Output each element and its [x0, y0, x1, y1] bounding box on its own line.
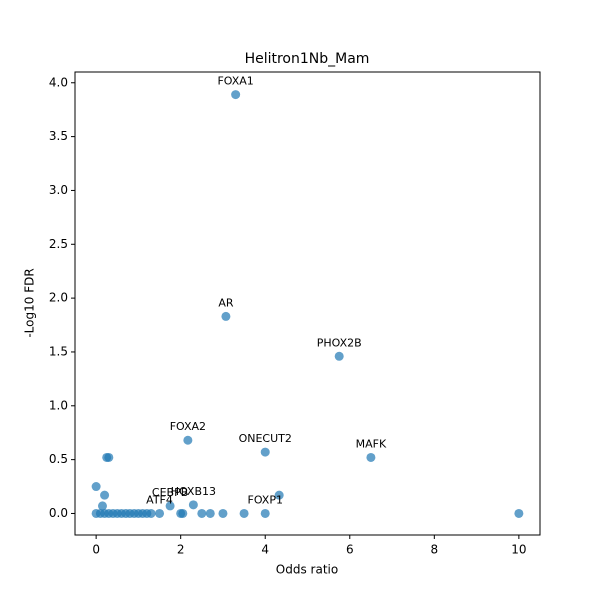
- y-tick-label: 3.0: [49, 183, 68, 197]
- point-label: FOXP1: [248, 493, 283, 506]
- point-label: ATF4: [146, 493, 173, 506]
- x-tick-label: 10: [511, 543, 526, 557]
- y-tick-label: 3.5: [49, 129, 68, 143]
- point: [274, 490, 284, 500]
- point: [197, 508, 207, 518]
- point: [260, 447, 270, 457]
- point: [334, 351, 344, 361]
- x-tick-label: 4: [261, 543, 269, 557]
- point-label: HOXB13: [171, 485, 216, 498]
- point: [100, 490, 110, 500]
- point-label: FOXA2: [170, 420, 206, 433]
- point: [104, 452, 114, 462]
- y-tick-label: 2.5: [49, 237, 68, 251]
- point: [155, 508, 165, 518]
- point-label: AR: [218, 296, 234, 309]
- chart-title: Helitron1Nb_Mam: [245, 51, 370, 67]
- y-tick-label: 0.5: [49, 452, 68, 466]
- point: [188, 500, 198, 510]
- point: [205, 508, 215, 518]
- point: [221, 311, 231, 321]
- point: [260, 508, 270, 518]
- y-tick-label: 2.0: [49, 291, 68, 305]
- point: [231, 90, 241, 100]
- x-tick-label: 0: [92, 543, 100, 557]
- point: [91, 482, 101, 492]
- x-tick-label: 8: [430, 543, 438, 557]
- plot-frame: [74, 71, 541, 536]
- x-axis-label: Odds ratio: [276, 563, 338, 577]
- y-tick-label: 1.5: [49, 344, 68, 358]
- point: [514, 508, 524, 518]
- point: [366, 452, 376, 462]
- y-tick-label: 4.0: [49, 75, 68, 89]
- y-tick-label: 1.0: [49, 398, 68, 412]
- point: [165, 501, 175, 511]
- point: [178, 508, 188, 518]
- point-label: PHOX2B: [317, 336, 362, 349]
- point: [239, 508, 249, 518]
- y-tick-label: 0.0: [49, 506, 68, 520]
- point: [97, 501, 107, 511]
- x-tick-label: 2: [177, 543, 185, 557]
- x-tick-label: 6: [346, 543, 354, 557]
- point: [146, 508, 156, 518]
- point: [218, 508, 228, 518]
- y-axis-label: -Log10 FDR: [23, 268, 37, 337]
- point: [183, 435, 193, 445]
- point-label: MAFK: [356, 437, 387, 450]
- point-label: FOXA1: [217, 75, 253, 88]
- point-label: ONECUT2: [239, 432, 292, 445]
- point-label: CEBPB: [152, 486, 188, 499]
